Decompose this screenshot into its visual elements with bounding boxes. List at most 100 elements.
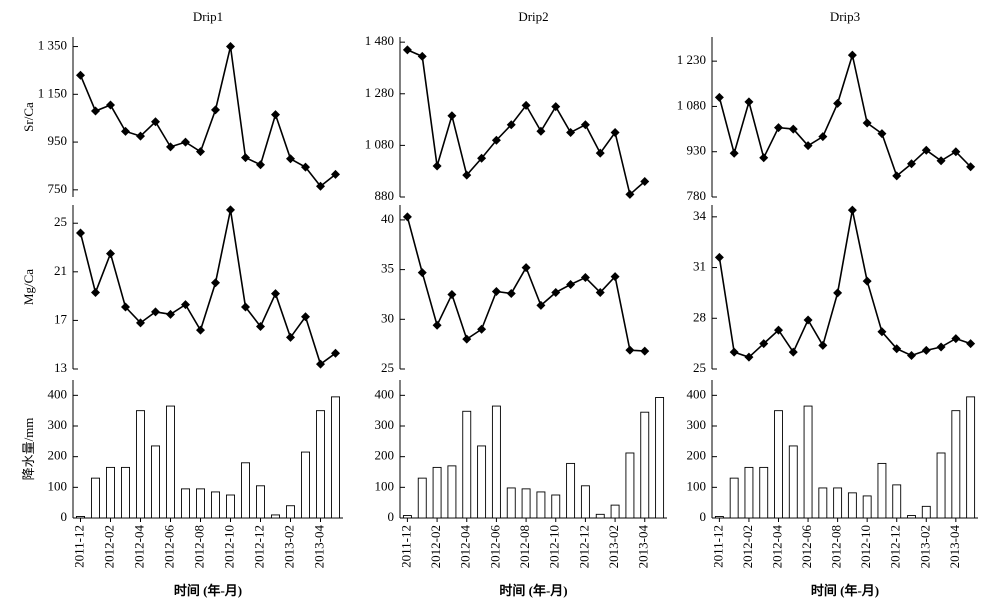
point — [477, 324, 487, 334]
bar — [774, 410, 783, 519]
point — [196, 147, 205, 157]
x-tick-label: 2012-12 — [251, 525, 266, 568]
point — [907, 159, 916, 169]
bar — [331, 396, 341, 519]
y-tick-label: 300 — [375, 417, 395, 432]
series-line — [406, 216, 645, 352]
x-tick-label: 2012-04 — [458, 525, 473, 569]
y-tick-label: 1 150 — [38, 85, 67, 100]
point — [136, 318, 145, 328]
point — [788, 347, 798, 357]
point — [506, 120, 516, 130]
point — [432, 320, 442, 330]
point — [91, 106, 100, 116]
series-line — [718, 51, 972, 178]
y-tick-label: 1 080 — [677, 97, 706, 112]
bar — [316, 410, 326, 519]
bar — [447, 465, 457, 519]
series-line — [407, 49, 646, 196]
y-tick-label: 21 — [54, 263, 67, 278]
point — [803, 141, 813, 151]
bar — [921, 505, 931, 519]
bar — [862, 495, 872, 519]
point — [226, 42, 235, 52]
x-tick-label: 2012-10 — [858, 525, 873, 568]
x-tick-label: 2013-04 — [311, 525, 326, 569]
point — [491, 286, 501, 296]
y-tick-label: 300 — [48, 417, 68, 432]
y-tick-label: 40 — [381, 211, 394, 226]
point — [951, 147, 961, 157]
point — [714, 252, 724, 262]
point — [759, 339, 769, 349]
point — [862, 118, 872, 128]
point — [536, 126, 546, 136]
y-tick-label: 300 — [687, 417, 707, 432]
series-line — [79, 209, 336, 366]
point — [226, 205, 235, 215]
x-tick-label: 2012-02 — [740, 525, 755, 568]
point — [462, 334, 472, 344]
point — [491, 135, 501, 145]
bar — [210, 491, 220, 519]
bar — [105, 466, 115, 519]
bar — [892, 484, 902, 519]
point — [331, 169, 340, 179]
x-tick-label: 2012-10 — [221, 525, 236, 568]
point — [892, 171, 902, 181]
panel-title: Drip3 — [830, 9, 860, 24]
point — [610, 127, 620, 137]
point — [196, 325, 205, 335]
bar — [951, 410, 961, 519]
y-tick-label: 1 230 — [677, 52, 706, 67]
point — [521, 100, 531, 110]
y-tick-label: 13 — [54, 360, 67, 375]
point — [744, 97, 754, 107]
point — [892, 344, 902, 354]
bar — [714, 516, 724, 519]
x-tick-label: 2013-04 — [636, 525, 651, 569]
point — [640, 177, 650, 187]
point — [316, 359, 325, 369]
point — [714, 92, 724, 102]
point — [551, 287, 561, 297]
x-tick-label: 2013-02 — [917, 525, 932, 568]
bar — [877, 462, 887, 519]
bar — [477, 445, 487, 519]
bar — [580, 485, 590, 519]
point — [847, 50, 857, 60]
point — [921, 345, 931, 355]
bar — [788, 445, 798, 519]
point — [625, 345, 635, 355]
y-tick-label: 200 — [375, 448, 395, 463]
x-tick-label: 2011-12 — [71, 525, 86, 568]
bar — [640, 411, 650, 519]
point — [462, 170, 472, 180]
point — [803, 315, 813, 325]
point — [286, 154, 295, 164]
x-tick-label: 2012-06 — [487, 525, 502, 569]
point — [301, 312, 310, 322]
point — [551, 102, 561, 112]
point — [402, 212, 412, 222]
point — [241, 153, 250, 163]
point — [966, 162, 976, 172]
point — [417, 51, 427, 61]
point — [877, 129, 887, 139]
y-tick-label: 25 — [54, 214, 67, 229]
y-tick-label: 1 280 — [365, 85, 394, 100]
bar — [256, 485, 266, 519]
y-axis-label: Sr/Ca — [21, 102, 36, 132]
bar — [75, 516, 85, 519]
point — [936, 156, 946, 166]
y-tick-label: 35 — [381, 261, 394, 276]
y-tick-label: 1 350 — [38, 38, 67, 53]
bar — [907, 515, 916, 519]
point — [241, 302, 250, 312]
point — [121, 126, 130, 136]
point — [136, 131, 145, 141]
point — [566, 127, 576, 137]
x-tick-label: 2012-06 — [799, 525, 814, 569]
bar — [286, 505, 296, 519]
